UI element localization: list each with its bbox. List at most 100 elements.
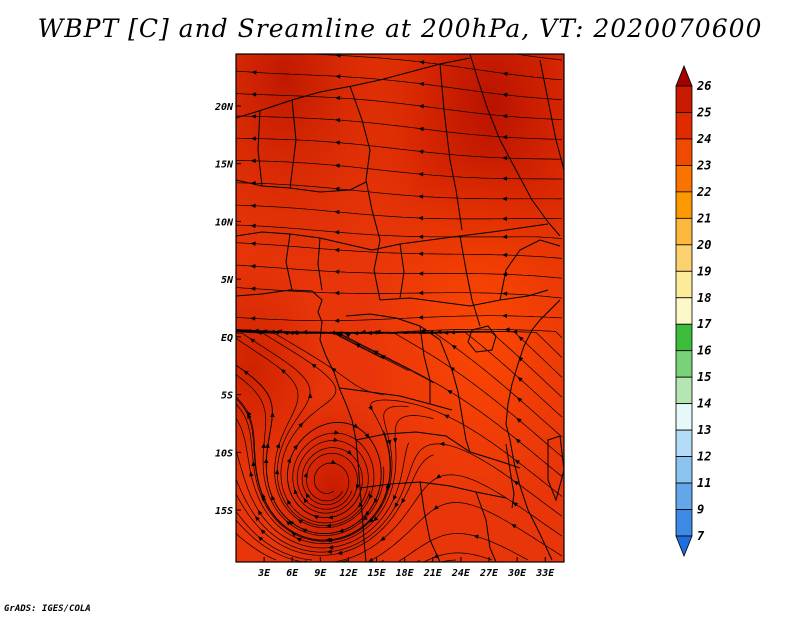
streamline-arrow bbox=[346, 450, 352, 456]
streamline-arrow bbox=[428, 329, 434, 335]
streamline bbox=[236, 242, 563, 259]
streamline-arrow bbox=[283, 330, 289, 336]
streamline-arrow bbox=[245, 329, 252, 334]
y-tick-label: 20N bbox=[214, 102, 234, 113]
colorbar-label: 18 bbox=[697, 291, 711, 305]
streamline-arrow bbox=[258, 536, 264, 542]
colorbar-swatch bbox=[675, 297, 693, 325]
streamline-arrow bbox=[328, 545, 334, 550]
red-sea-coast bbox=[469, 54, 561, 237]
colorbar-label: 20 bbox=[696, 238, 711, 252]
streamline-arrow bbox=[368, 517, 374, 523]
streamline-arrow bbox=[418, 271, 424, 276]
streamline-arrow bbox=[297, 519, 304, 524]
streamline-arrow bbox=[287, 499, 292, 505]
streamline-arrow bbox=[291, 532, 297, 537]
colorbar-swatch bbox=[675, 482, 693, 510]
streamline bbox=[423, 552, 493, 562]
streamline bbox=[236, 331, 369, 524]
streamline-arrow bbox=[262, 495, 267, 502]
x-tick-label: 33E bbox=[535, 568, 555, 579]
streamline-arrow bbox=[289, 520, 295, 526]
streamline bbox=[236, 224, 563, 239]
streamline-arrow bbox=[311, 363, 317, 369]
streamline-arrow bbox=[329, 330, 335, 336]
streamline bbox=[236, 287, 563, 299]
x-tick-label: 21E bbox=[423, 568, 443, 579]
x-tick-label: 24E bbox=[451, 568, 471, 579]
streamline-arrow bbox=[502, 252, 508, 258]
streamline-arrow bbox=[247, 413, 252, 419]
streamline-arrow bbox=[418, 251, 424, 257]
border-9 bbox=[379, 289, 549, 307]
streamline-arrow bbox=[251, 92, 257, 97]
streamline-arrow bbox=[504, 327, 510, 332]
streamline-arrow bbox=[335, 117, 341, 123]
streamline-arrow bbox=[334, 430, 340, 435]
streamline-arrow bbox=[418, 126, 424, 132]
x-tick-label: 27E bbox=[479, 568, 499, 579]
colorbar-label: 21 bbox=[696, 211, 711, 225]
streamline bbox=[367, 502, 563, 562]
streamline bbox=[236, 137, 562, 160]
streamline-arrow bbox=[293, 488, 298, 495]
streamline-arrow bbox=[512, 502, 518, 507]
streamline-arrow bbox=[308, 392, 313, 398]
border-14 bbox=[355, 431, 521, 469]
y-tick-label: 15N bbox=[215, 160, 234, 171]
streamline-arrow bbox=[250, 316, 256, 321]
border-5 bbox=[285, 233, 293, 291]
streamline-arrow bbox=[502, 291, 508, 296]
streamline-arrow bbox=[269, 329, 275, 335]
streamline-arrow bbox=[401, 498, 406, 504]
border-17 bbox=[419, 481, 441, 562]
grads-credit: GrADS: IGES/COLA bbox=[4, 604, 91, 614]
streamline-arrow bbox=[260, 529, 266, 535]
streamline-arrow bbox=[439, 441, 445, 447]
streamline-arrow bbox=[327, 515, 333, 520]
colorbar-swatch bbox=[675, 323, 693, 352]
streamline-arrow bbox=[250, 241, 256, 246]
streamline-arrow bbox=[251, 114, 257, 119]
colorbar-swatch bbox=[675, 217, 693, 246]
y-tick-label: 5N bbox=[221, 275, 234, 286]
colorbar-swatch bbox=[675, 350, 693, 378]
border-3 bbox=[236, 179, 367, 193]
streamline-arrow bbox=[418, 234, 424, 239]
streamline-arrow bbox=[502, 196, 508, 202]
streamline-arrow bbox=[288, 330, 294, 336]
streamline-arrow bbox=[337, 333, 343, 338]
streamline bbox=[236, 510, 313, 561]
streamline-arrow bbox=[335, 95, 341, 101]
streamline-arrow bbox=[502, 92, 508, 98]
border-13 bbox=[339, 387, 453, 411]
y-axis: 20N 15N 10N 5N EQ 5S 10S 15S bbox=[214, 102, 241, 517]
colorbar-swatch bbox=[675, 429, 693, 457]
streamline-arrow bbox=[326, 523, 332, 528]
streamline bbox=[236, 396, 563, 541]
streamline-arrow bbox=[387, 439, 392, 446]
border-8 bbox=[439, 63, 463, 231]
streamline-arrow bbox=[303, 472, 308, 478]
streamline-arrow bbox=[502, 113, 508, 119]
colorbar-cap-bottom bbox=[675, 535, 693, 558]
border-10 bbox=[459, 235, 481, 327]
colorbar-swatch bbox=[675, 191, 693, 219]
streamline-arrow bbox=[443, 330, 449, 335]
streamline-arrow bbox=[334, 269, 340, 275]
streamline-arrow bbox=[327, 537, 333, 543]
colorbar-swatch bbox=[675, 270, 693, 299]
streamline-arrow bbox=[518, 336, 524, 342]
streamline-arrow bbox=[373, 516, 379, 522]
colorbar-swatch bbox=[675, 244, 693, 272]
colorbar-swatch bbox=[675, 509, 693, 537]
streamlines bbox=[236, 54, 563, 562]
streamline-arrow bbox=[355, 343, 361, 348]
x-tick-label: 6E bbox=[286, 568, 299, 579]
streamline bbox=[397, 533, 529, 562]
streamline bbox=[236, 374, 385, 536]
streamline-arrow bbox=[256, 330, 262, 335]
lake-malawi bbox=[505, 443, 515, 509]
streamline bbox=[236, 364, 380, 534]
